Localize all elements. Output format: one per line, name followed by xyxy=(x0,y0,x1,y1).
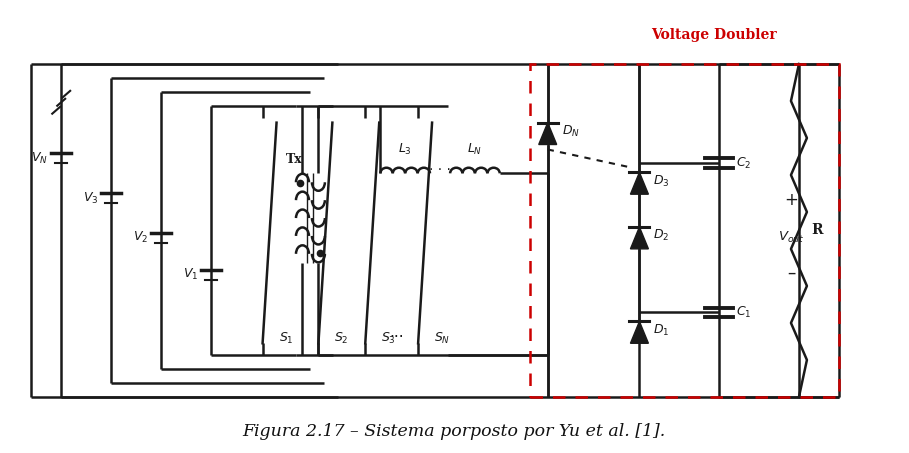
Polygon shape xyxy=(631,227,648,249)
Text: $L_3$: $L_3$ xyxy=(398,142,412,158)
Text: Voltage Doubler: Voltage Doubler xyxy=(652,28,777,42)
Text: $D_3$: $D_3$ xyxy=(654,174,670,189)
Text: $V_N$: $V_N$ xyxy=(32,151,48,166)
Text: $S_N$: $S_N$ xyxy=(435,331,450,346)
Polygon shape xyxy=(539,123,556,145)
Text: $D_1$: $D_1$ xyxy=(654,323,670,338)
Text: $S_3$: $S_3$ xyxy=(381,331,396,346)
Text: $V_3$: $V_3$ xyxy=(83,191,98,206)
Text: $C_1$: $C_1$ xyxy=(736,305,752,320)
Text: $S_1$: $S_1$ xyxy=(278,331,294,346)
Polygon shape xyxy=(631,322,648,343)
Text: Figura 2.17 – Sistema porposto por Yu et al. [1].: Figura 2.17 – Sistema porposto por Yu et… xyxy=(243,423,665,440)
Text: $D_2$: $D_2$ xyxy=(654,228,670,244)
Polygon shape xyxy=(631,172,648,194)
Text: R: R xyxy=(811,223,823,237)
Text: ···: ··· xyxy=(389,330,404,345)
Text: $C_2$: $C_2$ xyxy=(736,156,752,171)
Text: +: + xyxy=(784,191,798,209)
Text: $V_{out}$: $V_{out}$ xyxy=(778,231,804,246)
Text: $S_2$: $S_2$ xyxy=(335,331,349,346)
Text: –: – xyxy=(787,264,795,282)
Bar xyxy=(530,64,839,397)
Text: · · ·: · · · xyxy=(429,164,451,177)
Text: Tx: Tx xyxy=(286,154,303,166)
Text: $L_N$: $L_N$ xyxy=(467,142,483,158)
Text: $V_2$: $V_2$ xyxy=(133,231,148,246)
Text: $V_1$: $V_1$ xyxy=(183,267,198,282)
Text: $D_N$: $D_N$ xyxy=(562,124,580,139)
